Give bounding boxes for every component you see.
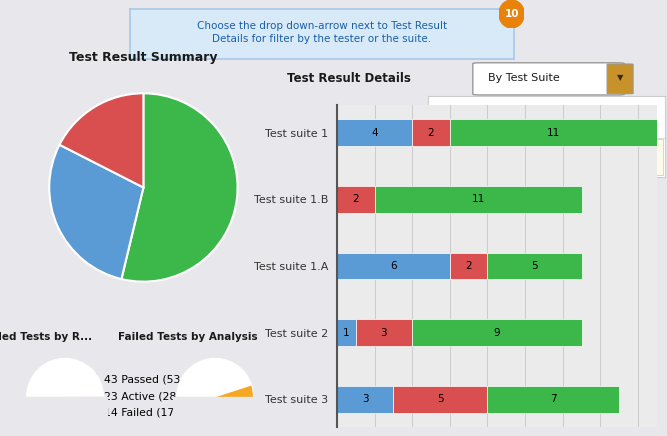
Bar (356, 319, 412, 346)
Wedge shape (203, 397, 237, 435)
Bar (337, 186, 374, 213)
Text: 2: 2 (352, 194, 359, 204)
Text: 10: 10 (504, 9, 519, 19)
Wedge shape (65, 397, 103, 433)
Text: 9: 9 (494, 327, 500, 337)
Bar (450, 119, 657, 146)
Text: 5: 5 (437, 394, 444, 404)
Wedge shape (215, 385, 253, 428)
Text: By Test Suite: By Test Suite (488, 73, 560, 83)
Bar (337, 252, 450, 279)
Bar (23, 397, 107, 436)
Bar (488, 252, 582, 279)
Wedge shape (39, 397, 77, 435)
Title: Test Result Summary: Test Result Summary (69, 51, 217, 65)
Bar (337, 319, 356, 346)
Text: ▼: ▼ (617, 73, 624, 82)
Bar (173, 397, 257, 436)
Text: 1: 1 (343, 327, 350, 337)
Text: 2: 2 (428, 128, 434, 138)
Text: Choose the drop down-arrow next to Test Result
Details for filter by the tester : Choose the drop down-arrow next to Test … (197, 21, 447, 44)
Text: By Test Suite: By Test Suite (442, 152, 514, 162)
Text: 4: 4 (372, 128, 378, 138)
Text: 5: 5 (532, 261, 538, 271)
Text: 11: 11 (547, 128, 560, 138)
Text: Test Result Details: Test Result Details (287, 72, 411, 85)
Wedge shape (27, 397, 65, 425)
Bar (374, 186, 582, 213)
Bar (412, 119, 450, 146)
Text: 3: 3 (362, 394, 368, 404)
Text: 2: 2 (466, 261, 472, 271)
Text: 7: 7 (550, 394, 557, 404)
Legend: 43 Passed (53.8%), 23 Active (28.7%), 14 Failed (17.5%): 43 Passed (53.8%), 23 Active (28.7%), 14… (77, 369, 209, 422)
FancyBboxPatch shape (473, 63, 624, 95)
Text: Failed Tests by Analysis: Failed Tests by Analysis (118, 332, 257, 342)
Text: By Tester: By Tester (442, 112, 494, 123)
Text: 3: 3 (381, 327, 388, 337)
Wedge shape (181, 397, 215, 433)
Wedge shape (177, 397, 215, 415)
Bar (337, 386, 394, 412)
Bar (450, 252, 488, 279)
Bar (337, 119, 412, 146)
Bar (488, 386, 620, 412)
Text: Failed Tests by R...: Failed Tests by R... (0, 332, 92, 342)
Wedge shape (121, 93, 237, 282)
Bar (431, 139, 662, 175)
Wedge shape (177, 358, 251, 397)
Ellipse shape (499, 0, 524, 28)
FancyBboxPatch shape (607, 64, 633, 94)
Wedge shape (59, 93, 143, 187)
Text: 11: 11 (472, 194, 485, 204)
Bar (394, 386, 488, 412)
Text: 6: 6 (390, 261, 397, 271)
Bar (412, 319, 582, 346)
Wedge shape (49, 145, 143, 279)
Wedge shape (27, 358, 103, 397)
